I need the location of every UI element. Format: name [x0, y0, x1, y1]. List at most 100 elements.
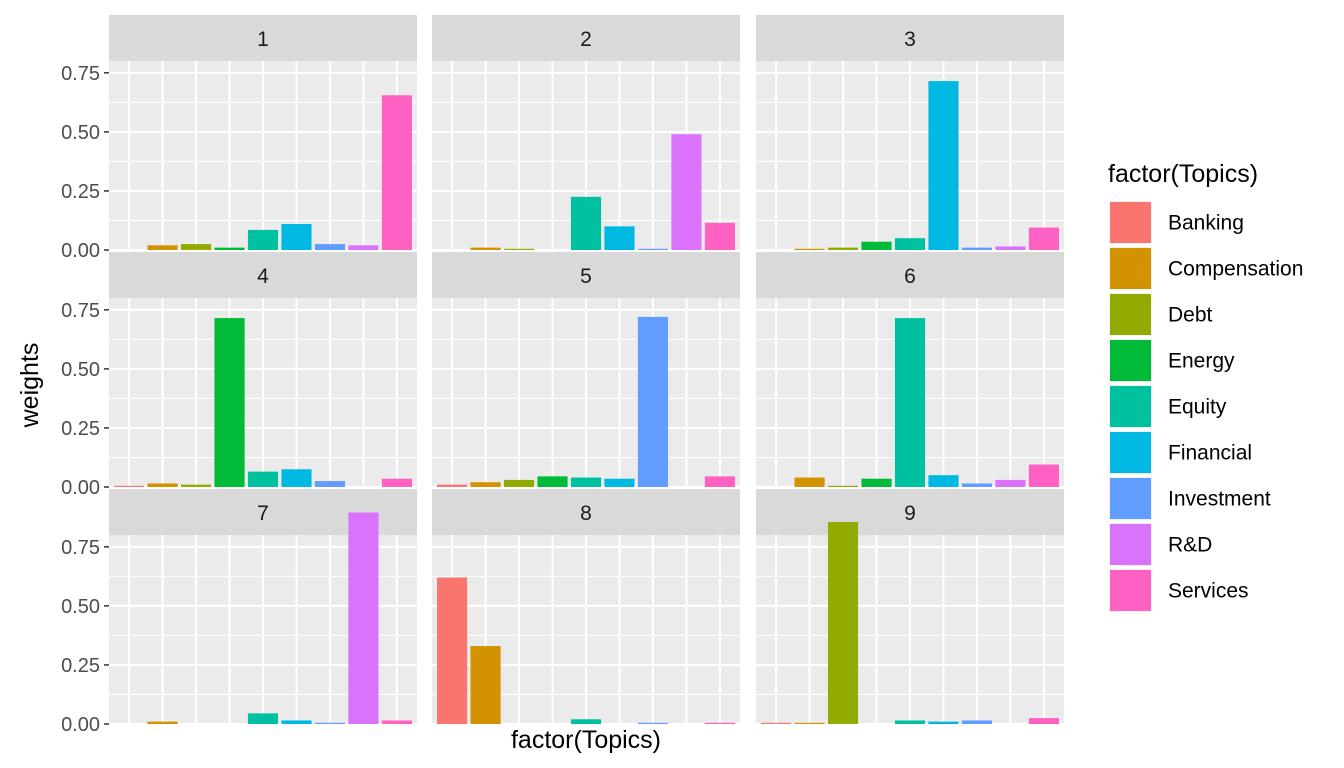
- y-tick-label: 0.50: [61, 122, 100, 144]
- bar-debt: [827, 247, 859, 250]
- bar-investment: [637, 722, 669, 724]
- y-tick-label: 0.00: [61, 240, 100, 262]
- facet-panel-3: 3: [756, 15, 1064, 251]
- facet-strip-label: 7: [257, 502, 269, 525]
- legend-label: Banking: [1168, 212, 1244, 235]
- legend-key-swatch: [1110, 478, 1151, 519]
- legend-label: Compensation: [1168, 258, 1303, 281]
- legend-label: Investment: [1168, 488, 1271, 511]
- bar-investment: [314, 481, 346, 487]
- facet-strip: [756, 252, 1064, 298]
- y-axis-title: weights: [16, 343, 44, 429]
- facet-strip-label: 3: [904, 28, 916, 51]
- bar-services: [704, 476, 735, 487]
- y-tick-label: 0.50: [61, 596, 100, 618]
- bar-compensation: [794, 248, 825, 250]
- bar-equity: [894, 720, 926, 724]
- bar-financial: [928, 81, 959, 250]
- bar-r-d: [995, 479, 1026, 487]
- bar-services: [381, 720, 412, 724]
- bar-equity: [570, 477, 602, 487]
- y-tick-label: 0.25: [61, 418, 100, 440]
- legend-key-swatch: [1110, 386, 1151, 427]
- y-tick-label: 0.00: [61, 477, 100, 499]
- legend-item: Banking: [1109, 201, 1244, 244]
- bar-banking: [114, 485, 145, 487]
- bar-equity: [570, 196, 602, 250]
- legend-key-swatch: [1110, 294, 1151, 335]
- bar-energy: [861, 241, 892, 250]
- facet-strip: [432, 252, 740, 298]
- facet-strip: [756, 15, 1064, 61]
- bar-equity: [247, 471, 279, 487]
- bar-r-d: [995, 246, 1026, 250]
- bar-investment: [637, 316, 669, 487]
- y-tick-label: 0.50: [61, 359, 100, 381]
- bar-financial: [281, 469, 312, 487]
- legend-item: Equity: [1109, 385, 1227, 428]
- bar-financial: [281, 720, 312, 724]
- bar-debt: [503, 248, 535, 250]
- bar-services: [1028, 464, 1059, 487]
- facet-strip-label: 9: [904, 502, 916, 525]
- bar-compensation: [147, 483, 178, 487]
- legend-key-swatch: [1110, 570, 1151, 611]
- bar-compensation: [794, 477, 825, 487]
- bar-compensation: [147, 245, 178, 250]
- facet-strip-label: 6: [904, 265, 916, 288]
- legend-key-swatch: [1110, 248, 1151, 289]
- bar-financial: [928, 721, 959, 724]
- facet-strip: [109, 15, 417, 61]
- bar-investment: [314, 244, 346, 250]
- facet-strip-label: 4: [257, 265, 269, 288]
- bar-financial: [928, 475, 959, 487]
- bar-investment: [637, 248, 669, 250]
- bar-financial: [604, 226, 635, 250]
- legend-item: Investment: [1109, 477, 1271, 520]
- bar-investment: [961, 483, 993, 487]
- legend-item: Financial: [1109, 431, 1252, 474]
- bar-energy: [214, 318, 245, 487]
- bar-services: [1028, 227, 1059, 250]
- bar-compensation: [147, 721, 178, 724]
- legend-key-swatch: [1110, 340, 1151, 381]
- facet-strip: [432, 15, 740, 61]
- y-tick-label: 0.75: [61, 300, 100, 322]
- facet-strip-label: 1: [257, 28, 269, 51]
- facet-strip-label: 2: [580, 28, 592, 51]
- bar-debt: [827, 522, 859, 724]
- facet-panel-1: 1 0.00 0.25 0.50 0.75: [61, 15, 417, 262]
- facet-panel-7: 7 0.00 0.25 0.50 0.75: [61, 489, 417, 736]
- facet-strip: [432, 489, 740, 535]
- bar-services: [704, 222, 735, 250]
- facet-panels: 1 0.00 0.25 0.50 0.75 2 3 4 0.00 0.25 0.50 0.75 5 6 7 0…: [61, 15, 1064, 736]
- facet-strip: [756, 489, 1064, 535]
- bar-compensation: [470, 482, 501, 487]
- bar-compensation: [794, 722, 825, 724]
- legend-item: Services: [1109, 569, 1249, 612]
- bar-energy: [537, 476, 568, 487]
- bar-equity: [894, 318, 926, 487]
- x-axis-title: factor(Topics): [511, 726, 661, 754]
- facet-panel-8: 8: [432, 489, 740, 725]
- legend-item: Energy: [1109, 339, 1235, 382]
- legend: Banking Compensation Debt Energy Equity Finan…: [1109, 201, 1303, 612]
- bar-compensation: [470, 646, 501, 724]
- facet-strip-label: 8: [580, 502, 592, 525]
- facet-panel-6: 6: [756, 252, 1064, 488]
- bar-debt: [180, 244, 212, 250]
- bar-equity: [894, 238, 926, 250]
- y-tick-label: 0.75: [61, 537, 100, 559]
- legend-label: Debt: [1168, 304, 1213, 327]
- y-tick-label: 0.25: [61, 181, 100, 203]
- legend-label: R&D: [1168, 534, 1212, 557]
- bar-services: [381, 95, 412, 250]
- bar-r-d: [348, 512, 379, 724]
- legend-label: Services: [1168, 580, 1249, 603]
- bar-debt: [180, 484, 212, 487]
- legend-key-swatch: [1110, 524, 1151, 565]
- bar-banking: [437, 577, 468, 724]
- facet-panel-2: 2: [432, 15, 740, 251]
- bar-financial: [604, 478, 635, 487]
